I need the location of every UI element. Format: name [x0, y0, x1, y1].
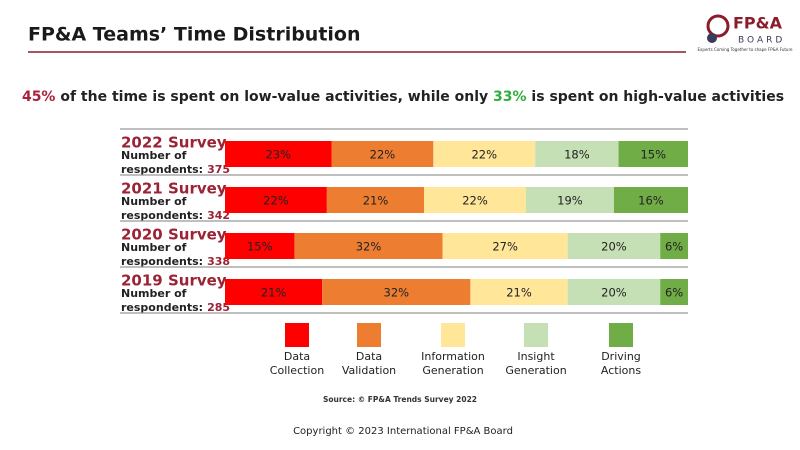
logo-sub: BOARD [738, 36, 785, 46]
value-label: 21% [506, 286, 532, 300]
respondents-count: 285 [207, 301, 230, 314]
bar-segment [660, 279, 688, 305]
bar-segment [433, 141, 536, 167]
bar-segment [326, 187, 425, 213]
legend-label: Data Collection [269, 350, 325, 377]
value-label: 6% [665, 286, 683, 300]
value-label: 20% [601, 240, 627, 254]
copyright: Copyright © 2023 International FP&A Boar… [293, 426, 513, 437]
value-label: 18% [564, 148, 590, 162]
bar-segment [294, 233, 443, 259]
value-label: 20% [601, 286, 627, 300]
respondents-label: respondents: [121, 255, 203, 268]
subtitle: 45% of the time is spent on low-value ac… [22, 89, 784, 105]
value-label: 32% [384, 286, 410, 300]
bar-segment [331, 141, 434, 167]
value-label: 6% [665, 240, 683, 254]
bar-segment [470, 279, 568, 305]
value-label: 21% [261, 286, 287, 300]
bar-segment [567, 279, 661, 305]
legend-swatch [609, 323, 633, 347]
legend-swatch [441, 323, 465, 347]
respondents-label: respondents: [121, 301, 203, 314]
bar-segment [225, 187, 327, 213]
bar-segment [442, 233, 568, 259]
value-label: 15% [640, 148, 666, 162]
legend-label: Insight Generation [505, 350, 567, 377]
value-label: 22% [471, 148, 497, 162]
legend-swatch [524, 323, 548, 347]
bar-segment [613, 187, 688, 213]
respondents-count: 338 [207, 255, 230, 268]
subtitle-part: 45% [22, 89, 56, 105]
respondents-label: respondents: 285 [121, 301, 230, 314]
bar-segment [660, 233, 688, 259]
value-label: 16% [638, 194, 664, 208]
legend-label: Information Generation [421, 350, 485, 377]
logo-name: FP&A [733, 14, 783, 33]
respondents-count: 342 [207, 209, 230, 222]
respondents-count: 375 [207, 163, 230, 176]
respondents-label: respondents: 338 [121, 255, 230, 268]
respondents-label: respondents: 342 [121, 209, 230, 222]
bar-segment [567, 233, 661, 259]
logo-tagline: Experts Coming Together to shape FP&A Fu… [698, 47, 793, 52]
respondents-label: Number of [121, 149, 187, 162]
bar-segment [225, 233, 295, 259]
bar-segment [225, 279, 323, 305]
survey-label: 2021 Survey [121, 180, 227, 198]
bar-segment [618, 141, 688, 167]
value-label: 23% [265, 148, 291, 162]
value-label: 15% [247, 240, 273, 254]
respondents-label: Number of [121, 241, 187, 254]
respondents-label: respondents: 375 [121, 163, 230, 176]
logo: FP&A BOARD Experts Coming Together to sh… [698, 14, 793, 53]
bar-segment [225, 141, 332, 167]
legend-label: Driving Actions [600, 350, 642, 377]
survey-label: 2022 Survey [121, 134, 227, 152]
value-label: 21% [363, 194, 389, 208]
bar-segment [525, 187, 614, 213]
legend-swatch [357, 323, 381, 347]
respondents-label: respondents: [121, 209, 203, 222]
source: Source: © FP&A Trends Survey 2022 [323, 395, 477, 404]
value-label: 22% [263, 194, 289, 208]
logo-icon [707, 33, 717, 43]
subtitle-part: 33% [493, 89, 527, 105]
title: FP&A Teams’ Time Distribution [28, 24, 361, 46]
respondents-label: Number of [121, 195, 187, 208]
survey-label: 2019 Survey [121, 272, 227, 290]
value-label: 27% [492, 240, 518, 254]
respondents-label: respondents: [121, 163, 203, 176]
respondents-label: Number of [121, 287, 187, 300]
subtitle-part: is spent on high-value activities [527, 89, 784, 105]
bar-segment [424, 187, 526, 213]
subtitle-part: of the time is spent on low-value activi… [55, 89, 493, 105]
value-label: 19% [557, 194, 583, 208]
bar-segment [535, 141, 619, 167]
value-label: 32% [356, 240, 382, 254]
bar-segment [322, 279, 471, 305]
legend-label: Data Validation [341, 350, 397, 377]
logo-icon [706, 14, 730, 38]
survey-label: 2020 Survey [121, 226, 227, 244]
legend-swatch [285, 323, 309, 347]
value-label: 22% [462, 194, 488, 208]
value-label: 22% [370, 148, 396, 162]
